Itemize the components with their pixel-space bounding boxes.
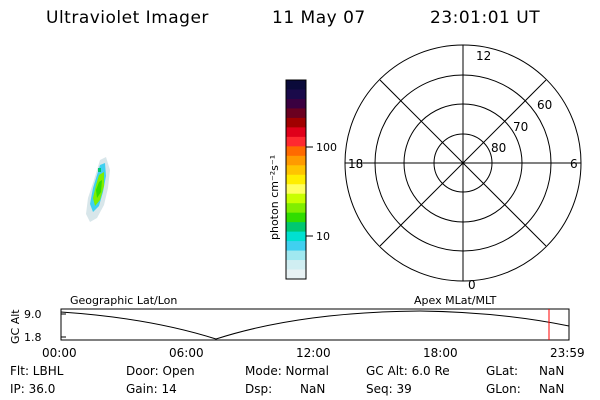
colorbar-band — [286, 89, 306, 100]
glon-label: GLon: — [486, 382, 521, 396]
colorbar-band — [286, 212, 306, 223]
colorbar-band — [286, 174, 306, 185]
lat-label-80: 80 — [491, 141, 506, 155]
colorbar — [285, 79, 307, 280]
x-tick-label-1800: 18:00 — [423, 346, 458, 360]
filter-status: Flt: LBHL — [10, 364, 64, 378]
x-tick-label-0600: 06:00 — [169, 346, 204, 360]
colorbar-band — [286, 165, 306, 176]
x-tick-label-1200: 12:00 — [296, 346, 331, 360]
altitude-curve — [60, 310, 570, 340]
instrument-title: Ultraviolet Imager — [46, 8, 209, 28]
colorbar-band — [286, 146, 306, 157]
colorbar-band — [286, 203, 306, 214]
y-tick-label-9: 9.0 — [24, 308, 42, 321]
glat-label: GLat: — [486, 364, 518, 378]
y-tick-label-1-8: 1.8 — [24, 331, 42, 344]
mode-status: Mode: Normal — [245, 364, 329, 378]
colorbar-band — [286, 260, 306, 271]
colorbar-band — [286, 222, 306, 233]
x-tick-label-2359: 23:59 — [550, 346, 585, 360]
orbit-track-frame — [60, 308, 570, 341]
colorbar-band — [286, 136, 306, 147]
gc-alt-axis-title: GC Alt — [9, 309, 22, 344]
colorbar-band — [286, 269, 306, 280]
glon-value: NaN — [539, 382, 564, 396]
uv-image — [86, 157, 110, 222]
colorbar-band — [286, 193, 306, 204]
gc-alt-status: GC Alt: 6.0 Re — [366, 364, 450, 378]
ip-status: IP: 36.0 — [10, 382, 55, 396]
time-label: 23:01:01 UT — [430, 8, 541, 28]
colorbar-band — [286, 127, 306, 138]
glat-value: NaN — [539, 364, 564, 378]
lat-label-70: 70 — [513, 120, 528, 134]
mlt-label-12: 12 — [476, 49, 491, 63]
colorbar-tick-label-10: 10 — [316, 230, 330, 243]
door-status: Door: Open — [126, 364, 195, 378]
colorbar-band — [286, 98, 306, 109]
dsp-value: NaN — [300, 382, 325, 396]
colorbar-band — [286, 80, 306, 90]
lat-label-60: 60 — [537, 98, 552, 112]
mlt-label-18: 18 — [348, 157, 363, 171]
mlt-label-0: 0 — [468, 278, 476, 292]
geographic-lat-lon-label: Geographic Lat/Lon — [70, 294, 177, 307]
dsp-label: Dsp: — [245, 382, 272, 396]
colorbar-tick-label-100: 100 — [316, 141, 337, 154]
colorbar-band — [286, 117, 306, 128]
colorbar-band — [286, 108, 306, 119]
colorbar-band — [286, 241, 306, 252]
colorbar-band — [286, 184, 306, 195]
seq-status: Seq: 39 — [366, 382, 412, 396]
colorbar-band — [286, 231, 306, 242]
apex-mlat-mlt-label: Apex MLat/MLT — [414, 294, 497, 307]
gain-status: Gain: 14 — [126, 382, 177, 396]
x-tick-label-0000: 00:00 — [42, 346, 77, 360]
date-label: 11 May 07 — [272, 8, 366, 28]
mlt-label-6: 6 — [570, 157, 578, 171]
colorbar-frame — [285, 79, 307, 280]
colorbar-band — [286, 250, 306, 261]
colorbar-unit-label: photon cm⁻²s⁻¹ — [268, 155, 281, 240]
colorbar-band — [286, 155, 306, 166]
polar-grid — [344, 44, 582, 282]
